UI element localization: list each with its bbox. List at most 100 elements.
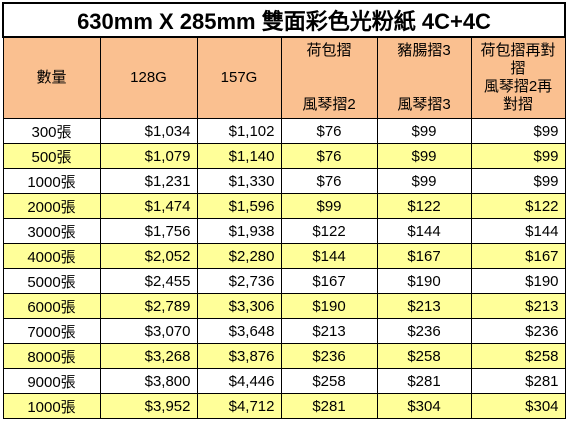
table-row: 1000張 $1,231 $1,330 $76 $99 $99 [2,168,566,194]
table-row: 1000張 $3,952 $4,712 $281 $304 $304 [2,393,566,419]
cell-fold-c: $304 [470,393,566,419]
cell-157g: $1,596 [196,193,282,219]
cell-fold-b: $122 [376,193,472,219]
table-row: 4000張 $2,052 $2,280 $144 $167 $167 [2,243,566,269]
cell-fold-c: $281 [470,368,566,394]
cell-fold-b: $236 [376,318,472,344]
header-157g: 157G [196,36,282,119]
header-fold-a-line1: 荷包摺 [306,42,352,59]
cell-fold-a: $76 [280,118,378,144]
cell-157g: $3,306 [196,293,282,319]
header-row: 數量 128G 157G 荷包摺 風琴摺2 豬腸摺3 風琴摺3 荷包摺再對 摺 [2,36,566,119]
cell-128g: $1,231 [99,168,198,194]
cell-fold-c: $144 [470,218,566,244]
cell-128g: $3,268 [99,343,198,369]
table-row: 2000張 $1,474 $1,596 $99 $122 $122 [2,193,566,219]
header-fold-b-line2: 風琴摺3 [397,96,451,113]
cell-157g: $1,140 [196,143,282,169]
table-body: 300張 $1,034 $1,102 $76 $99 $99 500張 $1,0… [2,118,566,419]
cell-qty: 3000張 [2,218,101,244]
cell-157g: $1,938 [196,218,282,244]
cell-128g: $1,034 [99,118,198,144]
cell-qty: 4000張 [2,243,101,269]
cell-qty: 5000張 [2,268,101,294]
cell-fold-c: $99 [470,143,566,169]
cell-157g: $2,736 [196,268,282,294]
cell-fold-a: $167 [280,268,378,294]
cell-157g: $3,648 [196,318,282,344]
table-row: 3000張 $1,756 $1,938 $122 $144 $144 [2,218,566,244]
cell-fold-a: $99 [280,193,378,219]
table-row: 8000張 $3,268 $3,876 $236 $258 $258 [2,343,566,369]
cell-128g: $3,952 [99,393,198,419]
cell-fold-b: $258 [376,343,472,369]
cell-fold-b: $99 [376,118,472,144]
cell-157g: $1,330 [196,168,282,194]
cell-157g: $3,876 [196,343,282,369]
cell-qty: 7000張 [2,318,101,344]
cell-128g: $3,800 [99,368,198,394]
header-fold-c-line3: 風琴摺2再 [483,78,553,95]
cell-fold-b: $99 [376,143,472,169]
header-128g: 128G [99,36,198,119]
cell-fold-c: $213 [470,293,566,319]
header-fold-c-line1: 荷包摺再對 [480,42,556,59]
cell-157g: $4,446 [196,368,282,394]
table-row: 6000張 $2,789 $3,306 $190 $213 $213 [2,293,566,319]
cell-128g: $2,455 [99,268,198,294]
table-row: 5000張 $2,455 $2,736 $167 $190 $190 [2,268,566,294]
cell-157g: $4,712 [196,393,282,419]
cell-fold-c: $122 [470,193,566,219]
cell-qty: 9000張 [2,368,101,394]
cell-128g: $1,079 [99,143,198,169]
cell-128g: $2,052 [99,243,198,269]
header-fold-a: 荷包摺 風琴摺2 [280,36,378,119]
cell-qty: 500張 [2,143,101,169]
cell-fold-c: $99 [470,118,566,144]
cell-qty: 1000張 [2,168,101,194]
header-fold-c-line2: 摺 [510,60,526,77]
cell-157g: $1,102 [196,118,282,144]
header-fold-b: 豬腸摺3 風琴摺3 [376,36,472,119]
table-row: 300張 $1,034 $1,102 $76 $99 $99 [2,118,566,144]
cell-qty: 8000張 [2,343,101,369]
cell-fold-a: $258 [280,368,378,394]
cell-fold-b: $144 [376,218,472,244]
title-row: 630mm X 285mm 雙面彩色光粉紙 4C+4C [1,2,566,38]
cell-128g: $3,070 [99,318,198,344]
table-title: 630mm X 285mm 雙面彩色光粉紙 4C+4C [1,2,566,38]
table-row: 9000張 $3,800 $4,446 $258 $281 $281 [2,368,566,394]
cell-fold-a: $190 [280,293,378,319]
cell-fold-c: $236 [470,318,566,344]
header-fold-c-line4: 對摺 [503,96,534,113]
cell-fold-a: $122 [280,218,378,244]
cell-fold-a: $281 [280,393,378,419]
price-table: 630mm X 285mm 雙面彩色光粉紙 4C+4C 數量 128G 157G… [1,2,566,419]
cell-128g: $1,756 [99,218,198,244]
cell-128g: $2,789 [99,293,198,319]
cell-fold-c: $258 [470,343,566,369]
header-fold-b-line1: 豬腸摺3 [397,42,451,59]
cell-fold-b: $99 [376,168,472,194]
cell-fold-b: $213 [376,293,472,319]
cell-fold-b: $281 [376,368,472,394]
header-qty: 數量 [2,36,101,119]
cell-fold-a: $236 [280,343,378,369]
cell-qty: 2000張 [2,193,101,219]
cell-fold-b: $190 [376,268,472,294]
cell-fold-b: $304 [376,393,472,419]
cell-fold-c: $190 [470,268,566,294]
cell-fold-a: $76 [280,168,378,194]
cell-qty: 1000張 [2,393,101,419]
header-fold-c: 荷包摺再對 摺 風琴摺2再 對摺 [470,36,566,119]
cell-fold-b: $167 [376,243,472,269]
cell-qty: 6000張 [2,293,101,319]
cell-157g: $2,280 [196,243,282,269]
cell-qty: 300張 [2,118,101,144]
cell-fold-c: $99 [470,168,566,194]
cell-fold-a: $213 [280,318,378,344]
cell-fold-c: $167 [470,243,566,269]
cell-fold-a: $144 [280,243,378,269]
table-row: 500張 $1,079 $1,140 $76 $99 $99 [2,143,566,169]
table-row: 7000張 $3,070 $3,648 $213 $236 $236 [2,318,566,344]
